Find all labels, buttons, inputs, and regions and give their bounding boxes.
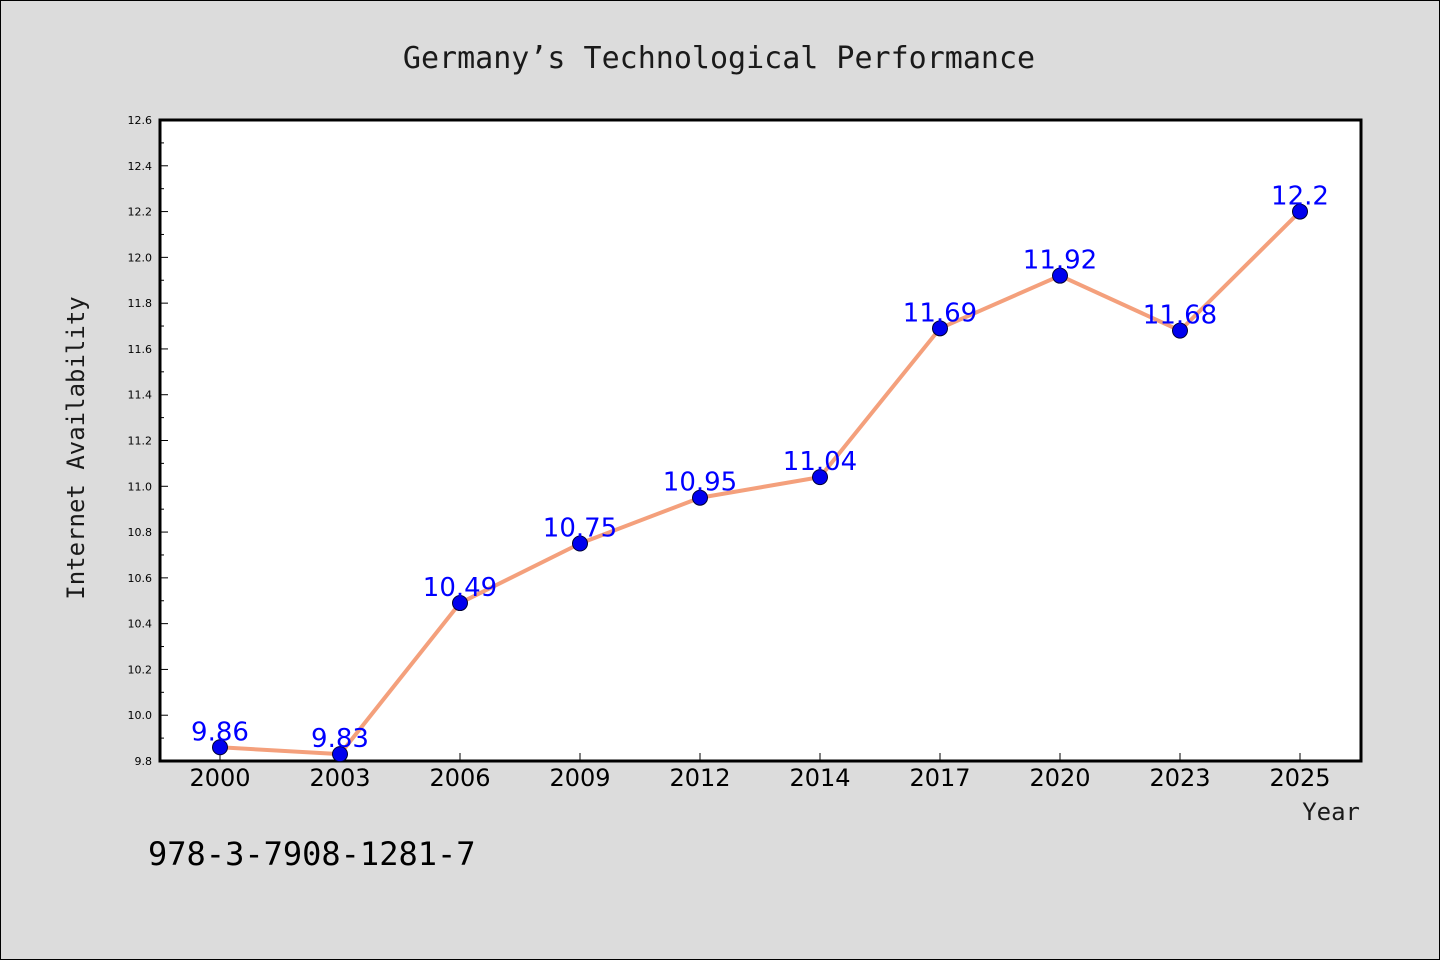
- data-point-marker: [1292, 203, 1308, 220]
- data-point-marker: [812, 469, 828, 486]
- y-tick-label: 10.0: [128, 709, 153, 722]
- y-tick-label: 12.4: [128, 160, 153, 173]
- y-tick-label: 10.8: [128, 526, 153, 539]
- x-axis: 2000 2003 2006 2009 2012 2014 2017 2020 2023 2025: [189, 753, 1331, 792]
- y-tick-label: 11.4: [128, 389, 153, 402]
- x-tick-label: 2012: [669, 764, 730, 792]
- y-tick-label: 12.0: [128, 251, 153, 264]
- chart-title: Germany’s Technological Performance: [403, 41, 1035, 76]
- data-label: 10.95: [663, 468, 737, 498]
- y-tick-label: 11.6: [128, 343, 153, 356]
- x-tick-label: 2006: [429, 764, 490, 792]
- y-tick-label: 10.2: [128, 663, 153, 676]
- y-tick-label: 9.8: [135, 755, 153, 768]
- series-line: [218, 209, 1302, 757]
- data-point-marker: [932, 320, 948, 337]
- x-axis-label: Year: [1302, 798, 1360, 826]
- y-axis-label: Internet Availability: [62, 296, 90, 599]
- y-tick-label: 10.4: [128, 618, 153, 631]
- plot-area: [158, 118, 1363, 763]
- series-line-group: [212, 203, 1308, 763]
- data-label: 11.04: [783, 447, 857, 477]
- x-tick-label: 2023: [1149, 764, 1210, 792]
- data-label: 9.86: [191, 717, 249, 747]
- data-label: 10.75: [543, 514, 617, 544]
- data-label: 11.69: [903, 298, 977, 328]
- data-point-marker: [212, 739, 228, 756]
- data-point-marker: [452, 595, 468, 612]
- data-label: 12.2: [1271, 182, 1329, 212]
- x-tick-label: 2017: [909, 764, 970, 792]
- y-tick-label: 11.2: [128, 435, 153, 448]
- x-tick-label: 2025: [1269, 764, 1330, 792]
- data-point-marker: [1052, 267, 1068, 284]
- data-point-marker: [332, 746, 348, 763]
- data-label: 9.83: [311, 724, 369, 754]
- y-tick-label: 12.6: [128, 114, 153, 127]
- y-axis: 9.8 10.0 10.2 10.4 10.6 10.8 11.0 11.2 11.4 11.6 1…: [128, 114, 168, 768]
- data-point-marker: [692, 489, 708, 506]
- x-tick-label: 2020: [1029, 764, 1090, 792]
- y-tick-label: 10.6: [128, 572, 153, 585]
- data-point-marker: [572, 535, 588, 552]
- x-tick-label: 2003: [309, 764, 370, 792]
- y-tick-label: 11.0: [128, 480, 153, 493]
- x-tick-label: 2009: [549, 764, 610, 792]
- data-point-marker: [1172, 322, 1188, 339]
- x-tick-label: 2014: [789, 764, 850, 792]
- isbn-footer: 978-3-7908-1281-7: [148, 835, 476, 873]
- data-label: 10.49: [423, 573, 497, 603]
- data-labels: 9.86 9.83 10.49 10.75 10.95 11.04 11.69 11.92 11…: [191, 182, 1329, 755]
- data-label: 11.92: [1023, 246, 1097, 276]
- y-tick-label: 12.2: [128, 206, 153, 219]
- data-label: 11.68: [1143, 301, 1217, 331]
- x-tick-label: 2000: [189, 764, 250, 792]
- y-tick-label: 11.8: [128, 297, 153, 310]
